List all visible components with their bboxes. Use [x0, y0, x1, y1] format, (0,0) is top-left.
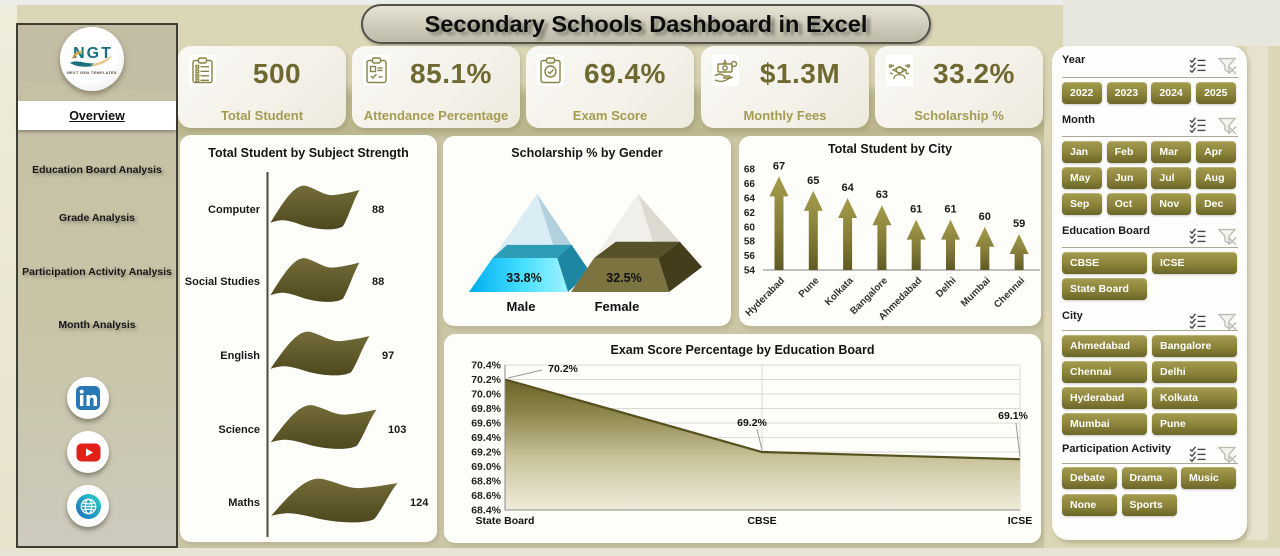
svg-text:62: 62	[744, 208, 756, 219]
svg-text:69.1%: 69.1%	[998, 410, 1028, 422]
svg-text:68.4%: 68.4%	[471, 505, 501, 517]
svg-text:61: 61	[910, 204, 922, 216]
svg-text:88: 88	[372, 276, 384, 288]
svg-text:60: 60	[979, 211, 991, 223]
svg-text:State Board: State Board	[476, 515, 535, 527]
svg-text:Science: Science	[218, 424, 260, 436]
svg-text:103: 103	[388, 424, 406, 436]
svg-text:66: 66	[744, 179, 756, 190]
svg-text:69.6%: 69.6%	[471, 418, 501, 430]
svg-text:Male: Male	[507, 299, 536, 314]
svg-text:Pune: Pune	[797, 275, 822, 300]
svg-text:NGT: NGT	[73, 45, 113, 62]
svg-text:ICSE: ICSE	[1008, 515, 1033, 527]
svg-text:70.4%: 70.4%	[471, 360, 501, 372]
svg-text:56: 56	[744, 251, 756, 262]
svg-text:60: 60	[744, 222, 756, 233]
svg-text:69.4%: 69.4%	[471, 432, 501, 444]
svg-text:70.0%: 70.0%	[471, 389, 501, 401]
svg-text:Chennai: Chennai	[992, 275, 1027, 310]
svg-text:88: 88	[372, 204, 384, 216]
svg-text:69.8%: 69.8%	[471, 403, 501, 415]
svg-text:68: 68	[744, 165, 756, 176]
svg-text:67: 67	[773, 160, 785, 172]
svg-text:CBSE: CBSE	[747, 515, 776, 527]
svg-text:Hyderabad: Hyderabad	[744, 275, 788, 319]
svg-text:NEXT GEN TEMPLATES: NEXT GEN TEMPLATES	[67, 71, 117, 75]
svg-text:54: 54	[744, 266, 756, 277]
svg-text:Computer: Computer	[208, 204, 261, 216]
svg-text:63: 63	[876, 189, 888, 201]
svg-text:69.0%: 69.0%	[471, 461, 501, 473]
svg-text:61: 61	[944, 204, 956, 216]
svg-text:69.2%: 69.2%	[737, 417, 767, 429]
svg-text:Delhi: Delhi	[934, 275, 959, 300]
svg-text:Maths: Maths	[228, 497, 260, 509]
svg-text:69.2%: 69.2%	[471, 447, 501, 459]
svg-text:58: 58	[744, 237, 756, 248]
svg-text:70.2%: 70.2%	[548, 363, 578, 375]
svg-text:Female: Female	[595, 299, 640, 314]
svg-text:65: 65	[807, 175, 819, 187]
svg-text:124: 124	[410, 497, 429, 509]
svg-text:97: 97	[382, 350, 394, 362]
svg-text:Social Studies: Social Studies	[185, 276, 260, 288]
svg-text:59: 59	[1013, 218, 1025, 230]
svg-text:68.6%: 68.6%	[471, 490, 501, 502]
svg-text:64: 64	[744, 194, 756, 205]
svg-text:Mumbai: Mumbai	[959, 275, 993, 309]
svg-text:70.2%: 70.2%	[471, 374, 501, 386]
svg-text:Kolkata: Kolkata	[823, 275, 856, 308]
svg-text:English: English	[220, 350, 260, 362]
svg-text:68.8%: 68.8%	[471, 476, 501, 488]
svg-text:32.5%: 32.5%	[606, 271, 641, 285]
svg-text:33.8%: 33.8%	[506, 271, 541, 285]
svg-text:64: 64	[841, 182, 854, 194]
